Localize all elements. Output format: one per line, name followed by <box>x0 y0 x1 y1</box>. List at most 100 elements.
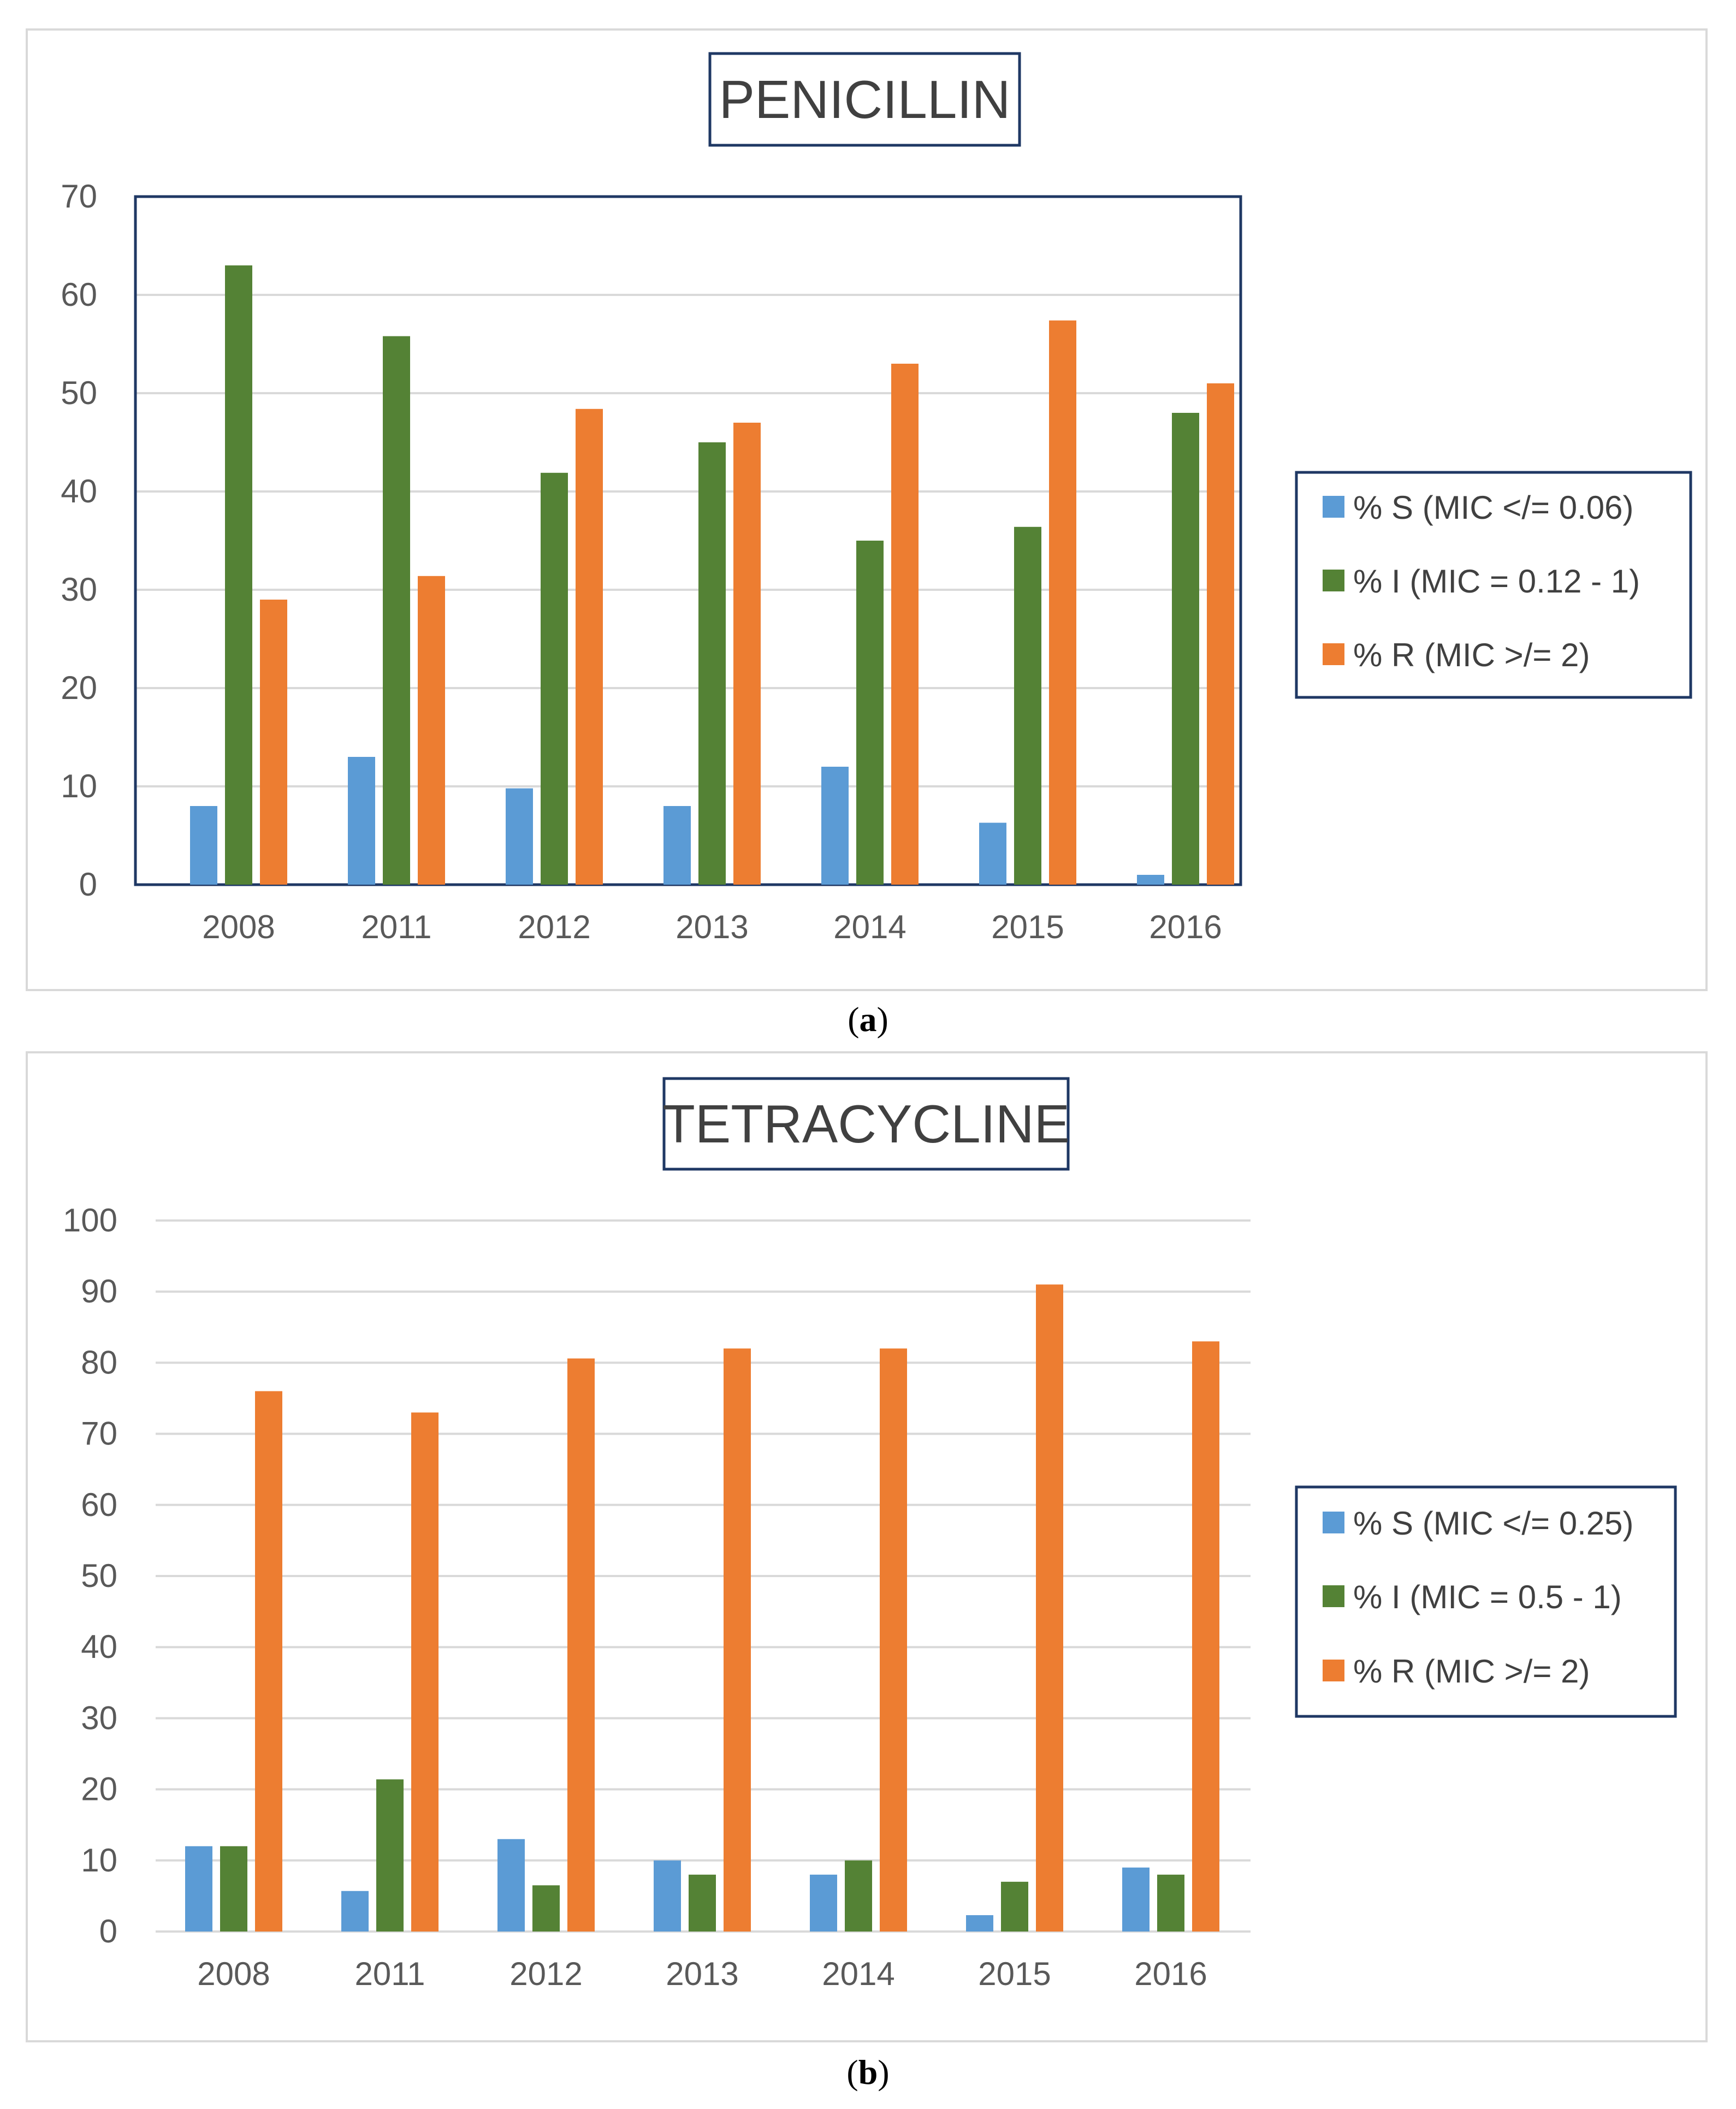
x-tick-label: 2013 <box>676 909 748 945</box>
bar-r-2013 <box>724 1348 751 1932</box>
y-tick-label: 40 <box>61 473 97 510</box>
bar-i-2015 <box>1001 1881 1028 1932</box>
x-tick-label: 2012 <box>518 909 590 945</box>
bar-s-2011 <box>348 757 375 885</box>
legend-label-s: % S (MIC </= 0.06) <box>1353 489 1634 526</box>
x-tick-label: 2016 <box>1149 909 1222 945</box>
x-tick-label: 2008 <box>197 1956 270 1992</box>
bar-s-2014 <box>821 767 849 885</box>
legend-swatch-r <box>1323 643 1344 665</box>
x-tick-label: 2016 <box>1134 1956 1207 1992</box>
y-tick-label: 30 <box>81 1699 117 1736</box>
bar-i-2015 <box>1014 526 1041 885</box>
legend-label-i: % I (MIC = 0.12 - 1) <box>1353 563 1640 600</box>
chart-title-box <box>708 52 1021 147</box>
x-tick-label: 2015 <box>978 1956 1051 1992</box>
chart-penicillin: 0 10 20 30 40 50 60 70 2008 2011 2012 2013 2014 2015 2… <box>61 52 1692 945</box>
x-tick-label: 2015 <box>991 909 1064 945</box>
y-tick-label: 50 <box>61 375 97 411</box>
bar-i-2013 <box>689 1874 716 1932</box>
y-tick-label: 30 <box>61 571 97 608</box>
panel-a-letter: a <box>859 1000 877 1039</box>
bar-r-2014 <box>891 364 919 885</box>
bar-r-2008 <box>260 600 287 885</box>
legend-swatch-i <box>1323 1585 1344 1607</box>
bar-i-2011 <box>383 336 410 885</box>
bar-s-2016 <box>1137 875 1164 885</box>
bar-s-2008 <box>190 806 217 885</box>
x-tick-label: 2008 <box>202 909 275 945</box>
x-tick-label: 2013 <box>666 1956 738 1992</box>
bar-r-2012 <box>576 408 603 885</box>
legend-swatch-s <box>1323 496 1344 518</box>
x-tick-label: 2011 <box>361 909 431 945</box>
bar-r-2016 <box>1207 383 1234 885</box>
y-tick-label: 80 <box>81 1344 117 1381</box>
bar-i-2013 <box>698 442 726 885</box>
y-tick-label: 20 <box>81 1771 117 1808</box>
y-tick-label: 0 <box>99 1913 117 1950</box>
bar-s-2008 <box>185 1846 212 1932</box>
legend-label-r: % R (MIC >/= 2) <box>1353 1653 1590 1690</box>
chart-tetracycline: 0 10 20 30 40 50 60 70 80 90 100 2008 2011 2012 2013 20… <box>63 1077 1677 1992</box>
bar-r-2014 <box>880 1348 907 1932</box>
y-tick-label: 70 <box>81 1415 117 1452</box>
legend-label-i: % I (MIC = 0.5 - 1) <box>1353 1579 1622 1615</box>
bar-r-2011 <box>411 1412 439 1932</box>
bar-r-2015 <box>1049 320 1076 885</box>
x-tick-label: 2014 <box>833 909 906 945</box>
x-tick-label: 2011 <box>354 1956 425 1992</box>
chart-title: PENICILLIN <box>719 69 1011 129</box>
y-tick-label: 50 <box>81 1557 117 1594</box>
panel-b-caption: (b) <box>846 2053 890 2092</box>
chart-title: TETRACYCLINE <box>662 1094 1070 1154</box>
bar-r-2011 <box>418 576 445 885</box>
bar-r-2015 <box>1036 1284 1063 1932</box>
bar-r-2012 <box>567 1358 595 1932</box>
bar-r-2013 <box>733 423 761 885</box>
y-tick-label: 90 <box>81 1273 117 1310</box>
bar-i-2016 <box>1157 1874 1184 1932</box>
bar-s-2013 <box>663 806 691 885</box>
y-tick-label: 60 <box>81 1486 117 1523</box>
legend: % S (MIC </= 0.25) % I (MIC = 0.5 - 1) % R… <box>1295 1485 1677 1718</box>
bar-i-2012 <box>532 1885 560 1932</box>
x-tick-label: 2014 <box>822 1956 894 1992</box>
bar-s-2015 <box>966 1915 993 1932</box>
bar-s-2013 <box>654 1860 681 1932</box>
legend-box <box>1295 471 1692 699</box>
bar-r-2016 <box>1192 1341 1219 1932</box>
bar-s-2012 <box>506 788 533 885</box>
panel-a-caption: (a) <box>848 1000 888 1039</box>
panel-b-letter: b <box>858 2053 878 2092</box>
bar-s-2011 <box>341 1891 369 1932</box>
bar-s-2012 <box>497 1839 525 1932</box>
bar-r-2008 <box>255 1391 282 1932</box>
legend-label-r: % R (MIC >/= 2) <box>1353 637 1590 673</box>
x-tick-label: 2012 <box>509 1956 582 1992</box>
bar-s-2015 <box>979 822 1006 885</box>
y-tick-label: 0 <box>79 866 97 903</box>
y-tick-label: 60 <box>61 276 97 313</box>
y-tick-label: 40 <box>81 1628 117 1665</box>
bar-s-2014 <box>810 1874 837 1932</box>
legend-swatch-i <box>1323 570 1344 591</box>
bar-i-2008 <box>225 265 252 885</box>
legend-swatch-s <box>1323 1512 1344 1533</box>
bar-i-2014 <box>856 541 884 885</box>
legend-box <box>1295 1485 1677 1718</box>
y-tick-label: 100 <box>63 1202 117 1239</box>
bar-i-2016 <box>1172 413 1199 885</box>
y-tick-label: 20 <box>61 670 97 706</box>
y-tick-label: 70 <box>61 178 97 215</box>
bar-i-2011 <box>376 1779 404 1932</box>
y-tick-label: 10 <box>81 1842 117 1879</box>
y-tick-label: 10 <box>61 768 97 804</box>
legend: % S (MIC </= 0.06) % I (MIC = 0.12 - 1) % … <box>1295 471 1692 699</box>
chart-title-box <box>662 1077 1070 1171</box>
bar-i-2014 <box>845 1860 872 1932</box>
legend-swatch-r <box>1323 1660 1344 1681</box>
bar-i-2008 <box>220 1846 247 1932</box>
bar-s-2016 <box>1122 1867 1150 1932</box>
